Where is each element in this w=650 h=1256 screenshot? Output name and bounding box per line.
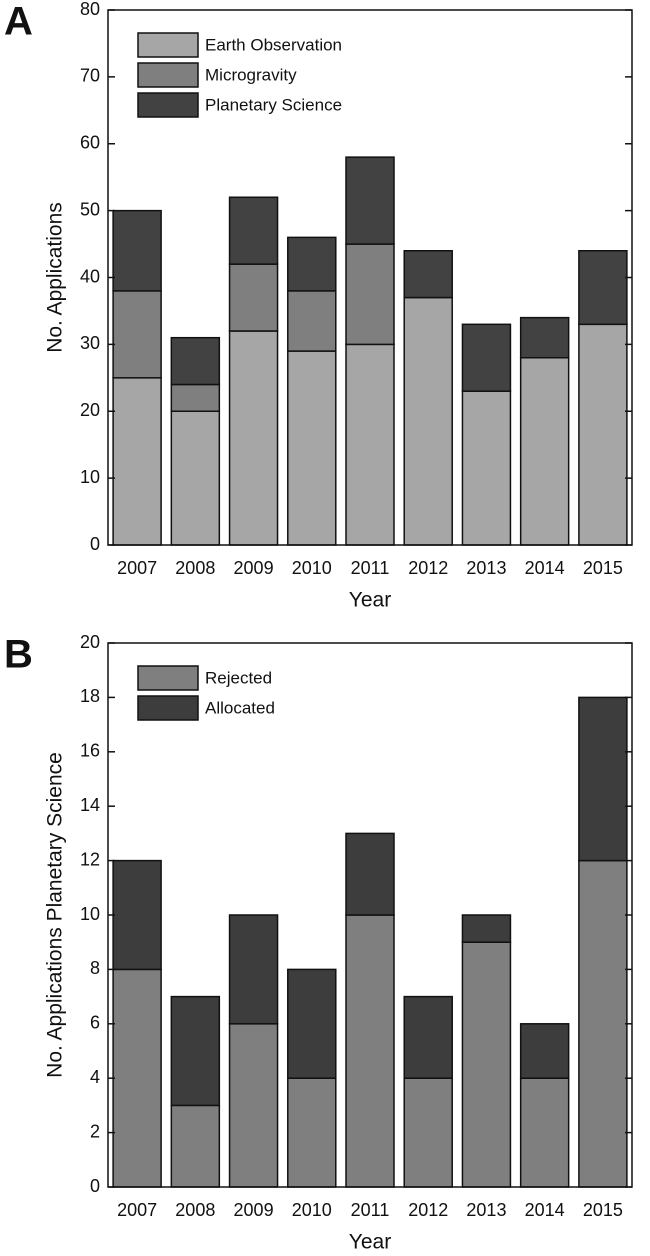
bar-segment — [112, 209, 162, 292]
x-tick-label: 2011 — [351, 558, 390, 578]
x-tick-label: 2008 — [175, 1200, 215, 1220]
y-tick-label: 50 — [80, 199, 100, 219]
y-tick-label: 0 — [90, 1176, 100, 1196]
y-tick-label: 18 — [80, 686, 100, 706]
legend-label: Planetary Science — [205, 95, 342, 114]
bar-segment — [345, 156, 395, 245]
bar-segment — [403, 296, 453, 546]
x-tick-label: 2012 — [408, 558, 448, 578]
bar-segment — [519, 316, 570, 359]
bar-segment — [228, 196, 279, 265]
legend-swatch — [137, 92, 199, 118]
y-tick-label: 10 — [80, 467, 100, 487]
bar-segment — [228, 1023, 279, 1188]
x-tick-label: 2014 — [525, 558, 565, 578]
bar-segment — [112, 377, 162, 546]
y-tick-label: 10 — [80, 904, 100, 924]
bar-segment — [228, 330, 279, 546]
x-tick-label: 2009 — [234, 1200, 274, 1220]
x-tick-label: 2007 — [117, 558, 157, 578]
legend-label: Earth Observation — [205, 35, 342, 54]
legend-label: Allocated — [205, 698, 275, 717]
bar-segment — [170, 995, 221, 1107]
y-tick-label: 2 — [90, 1121, 100, 1141]
y-tick-label: 16 — [80, 741, 100, 761]
bar-segment — [461, 914, 512, 943]
y-tick-label: 20 — [80, 632, 100, 652]
legend-swatch — [137, 62, 199, 88]
bar-segment — [345, 832, 395, 916]
x-tick-label: 2009 — [234, 558, 274, 578]
bar-segment — [578, 696, 628, 862]
bar-segment — [170, 1104, 221, 1188]
bar-segment — [461, 390, 512, 546]
bar-segment — [112, 859, 162, 971]
bar-segment — [461, 941, 512, 1188]
bar-segment — [287, 290, 337, 352]
x-tick-label: 2010 — [292, 558, 332, 578]
bar-segment — [519, 357, 570, 546]
x-tick-label: 2007 — [117, 1200, 157, 1220]
y-tick-label: 30 — [80, 333, 100, 353]
bar-segment — [519, 1023, 570, 1079]
y-tick-label: 0 — [90, 534, 100, 554]
bar-segment — [112, 290, 162, 379]
x-tick-label: 2010 — [292, 1200, 332, 1220]
legend-swatch — [137, 665, 199, 691]
panel-label: A — [4, 0, 33, 44]
bar-segment — [345, 243, 395, 346]
y-tick-label: 6 — [90, 1013, 100, 1033]
x-tick-label: 2013 — [466, 558, 506, 578]
bar-segment — [578, 323, 628, 546]
y-tick-label: 8 — [90, 958, 100, 978]
x-tick-label: 2014 — [525, 1200, 565, 1220]
bar-segment — [403, 250, 453, 299]
x-tick-label: 2015 — [583, 1200, 623, 1220]
x-tick-label: 2013 — [466, 1200, 506, 1220]
y-tick-label: 40 — [80, 266, 100, 286]
y-axis-title: No. Applications Planetary Science — [44, 752, 67, 1078]
y-tick-label: 70 — [80, 66, 100, 86]
bar-segment — [345, 343, 395, 546]
y-tick-label: 60 — [80, 133, 100, 153]
y-tick-label: 14 — [80, 795, 100, 815]
bar-segment — [228, 914, 279, 1025]
bar-segment — [578, 250, 628, 326]
bar-segment — [578, 859, 628, 1188]
x-tick-label: 2015 — [583, 558, 623, 578]
bar-segment — [170, 410, 221, 546]
bar-segment — [519, 1077, 570, 1188]
bar-segment — [287, 1077, 337, 1188]
x-tick-label: 2012 — [408, 1200, 448, 1220]
y-tick-label: 12 — [80, 849, 100, 869]
bar-segment — [287, 968, 337, 1079]
x-axis-title: Year — [349, 1231, 391, 1254]
x-tick-label: 2008 — [175, 558, 215, 578]
bar-segment — [403, 1077, 453, 1188]
bar-segment — [461, 323, 512, 392]
bar-segment — [345, 914, 395, 1188]
legend-swatch — [137, 32, 199, 58]
x-tick-label: 2011 — [351, 1200, 390, 1220]
x-axis-title: Year — [349, 589, 391, 612]
bar-segment — [170, 336, 221, 386]
y-tick-label: 20 — [80, 400, 100, 420]
bar-segment — [112, 968, 162, 1188]
y-axis-title: No. Applications — [44, 202, 67, 353]
y-tick-label: 80 — [80, 0, 100, 19]
bar-segment — [287, 350, 337, 546]
bar-segment — [287, 236, 337, 292]
bar-segment — [403, 995, 453, 1079]
legend-label: Microgravity — [205, 65, 297, 84]
legend-label: Rejected — [205, 668, 272, 687]
bar-segment — [170, 383, 221, 412]
legend-swatch — [137, 695, 199, 721]
panel-label: B — [4, 633, 33, 677]
bar-segment — [228, 263, 279, 332]
y-tick-label: 4 — [90, 1067, 100, 1087]
